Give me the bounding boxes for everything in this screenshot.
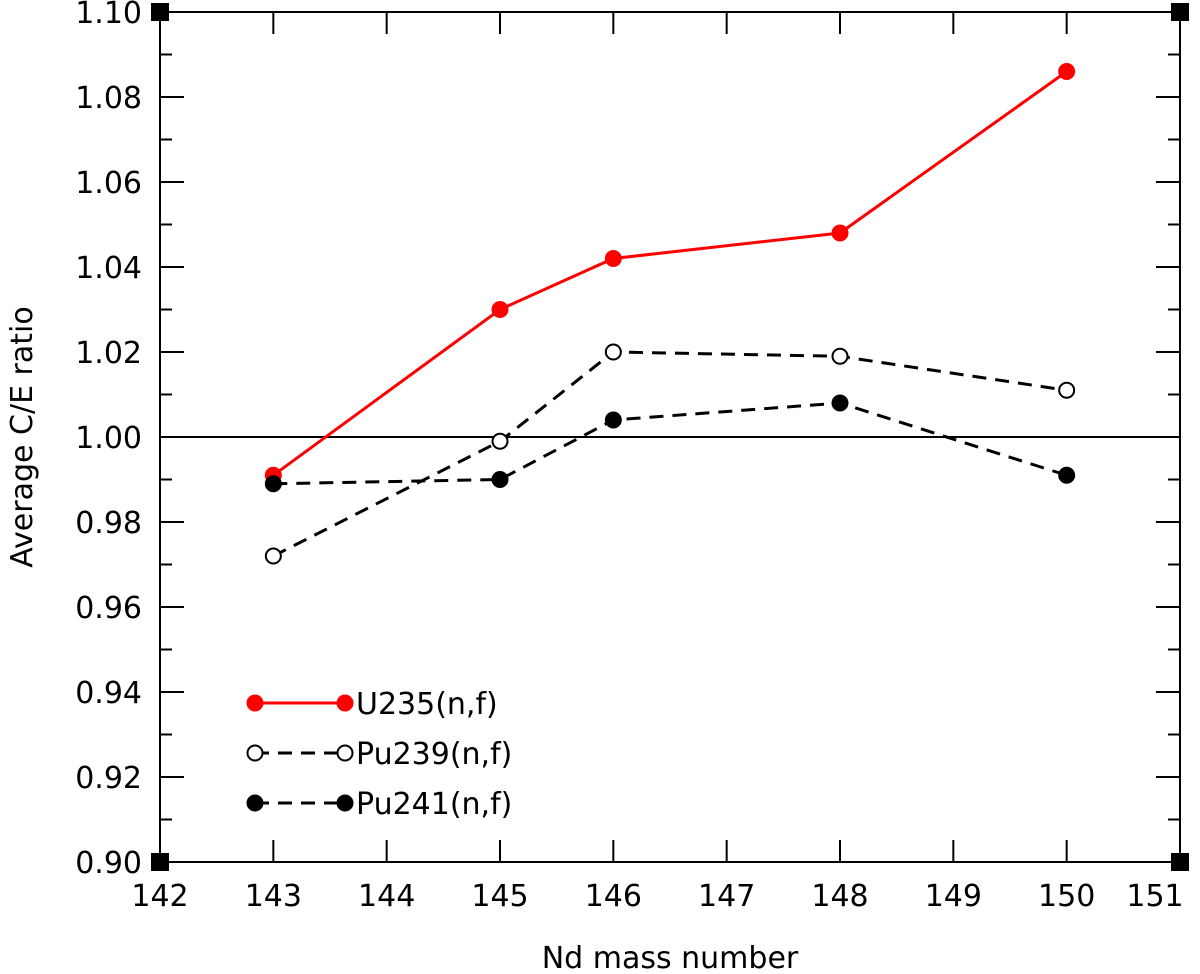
series-1-point [604, 250, 622, 267]
x-axis-title: Nd mass number [542, 941, 799, 974]
y-tick-label: 1.08 [75, 81, 142, 116]
x-tick-label: 148 [811, 879, 868, 914]
series-2-point [1058, 381, 1076, 399]
axis-ticks [159, 11, 1181, 863]
series-1-point [1058, 63, 1076, 80]
series-line-1 [272, 70, 1068, 477]
legend-marker-3 [246, 794, 264, 812]
y-tick-label: 1.10 [75, 0, 142, 31]
series-1-point [491, 301, 509, 318]
legend-label-2: Pu239(n,f) [356, 737, 512, 772]
series-group [264, 63, 1076, 565]
x-tick-label: 142 [131, 879, 188, 914]
legend: U235(n,f) Pu239(n,f) Pu241(n,f) [246, 687, 512, 822]
legend-marker-2 [246, 744, 264, 762]
frame-corner-marker [1171, 853, 1189, 871]
y-tick-label: 0.96 [75, 591, 142, 626]
x-tick-labels: 142 143 144 145 146 147 148 149 150 151 [131, 879, 1183, 914]
series-line-3 [273, 401, 1068, 486]
series-2-point [491, 432, 509, 450]
x-tick-label: 149 [925, 879, 982, 914]
frame-corner-marker [151, 3, 169, 21]
legend-marker-3 [336, 794, 354, 812]
x-tick-label: 144 [358, 879, 415, 914]
series-3-point [491, 471, 509, 488]
legend-marker-2 [336, 744, 354, 762]
y-tick-label: 1.00 [75, 421, 142, 456]
y-tick-label: 1.06 [75, 166, 142, 201]
x-tick-label: 147 [698, 879, 755, 914]
series-2-point [264, 547, 282, 565]
y-axis-title: Average C/E ratio [5, 306, 40, 567]
y-tick-label: 0.98 [75, 506, 142, 541]
series-3-point [604, 411, 622, 429]
series-2-point [831, 347, 849, 365]
y-tick-label: 0.92 [75, 761, 142, 796]
legend-marker-1 [246, 694, 264, 712]
y-tick-label: 0.94 [75, 676, 142, 711]
series-3-point [1058, 466, 1076, 484]
x-tick-label: 146 [585, 879, 642, 914]
x-tick-label: 151 [1126, 879, 1183, 914]
legend-label-1: U235(n,f) [356, 687, 498, 722]
series-2-point [604, 343, 622, 361]
y-tick-labels: 0.90 0.92 0.94 0.96 0.98 1.00 1.02 1.04 1.06 1.08… [75, 0, 142, 881]
legend-label-3: Pu241(n,f) [356, 787, 512, 822]
frame-corner-marker [151, 853, 169, 871]
y-tick-label: 1.04 [75, 251, 142, 286]
legend-marker-1 [336, 694, 354, 712]
y-tick-label: 0.90 [75, 846, 142, 881]
x-tick-label: 145 [471, 879, 528, 914]
frame-corners [151, 3, 1189, 871]
series-3-point [264, 475, 282, 493]
series-line-2 [272, 350, 1067, 558]
frame-corner-marker [1171, 3, 1189, 21]
x-tick-label: 143 [245, 879, 302, 914]
series-3-point [831, 394, 849, 412]
series-1-point [831, 224, 849, 242]
y-tick-label: 1.02 [75, 336, 142, 371]
x-tick-label: 150 [1038, 879, 1095, 914]
